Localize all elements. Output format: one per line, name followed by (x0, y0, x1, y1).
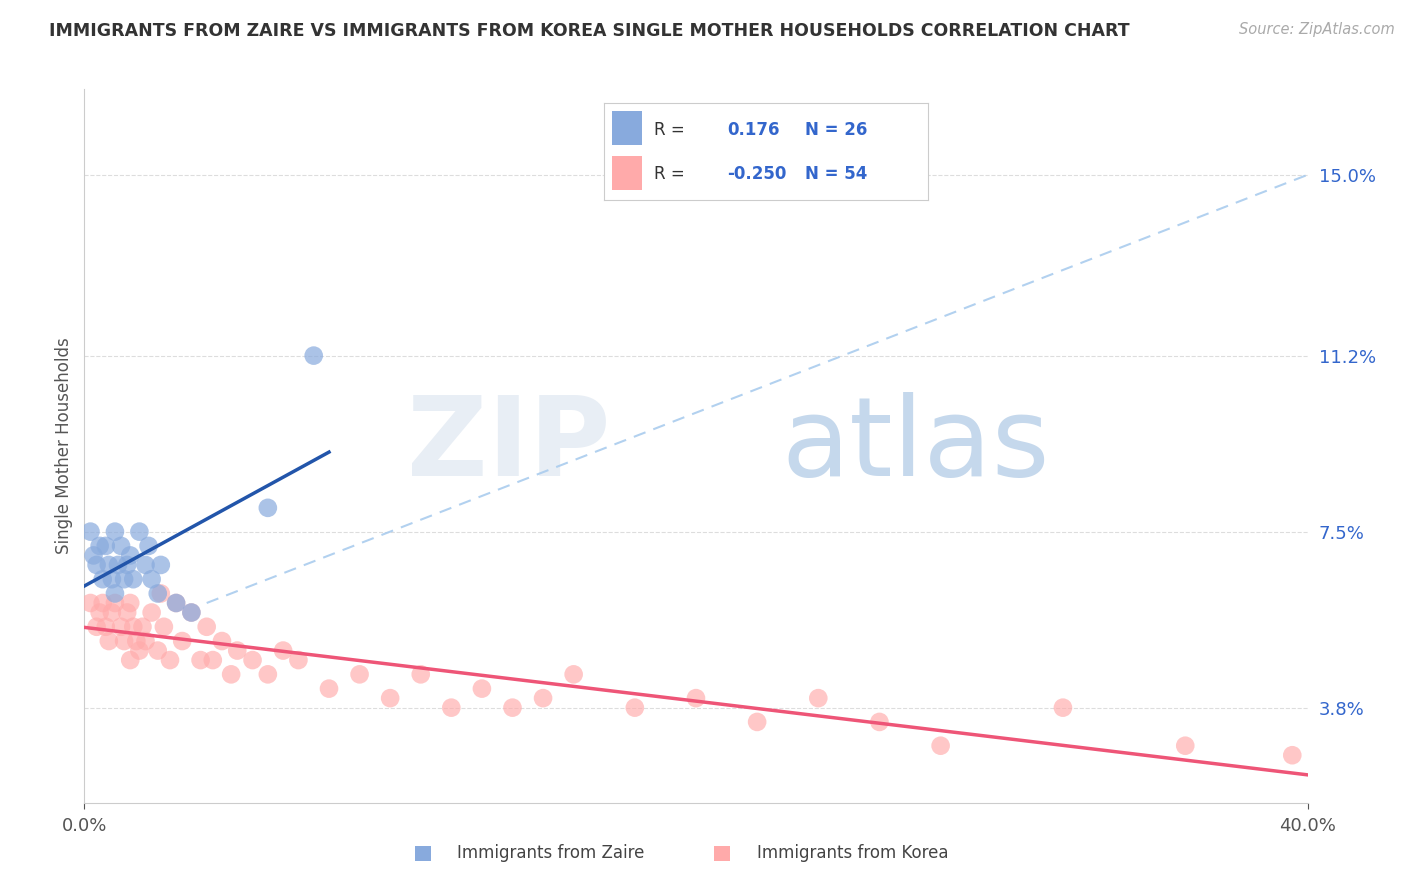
Point (83, 549, 105, 563)
Point (122, 620, 145, 634)
Point (685, 691, 707, 706)
Point (79, 524, 101, 539)
Point (257, 500, 280, 515)
Point (159, 653, 181, 667)
Point (91, 572, 114, 586)
Point (97, 634, 120, 648)
Point (149, 558, 172, 572)
Point (747, 714, 769, 729)
Point (409, 667, 432, 681)
Point (624, 700, 647, 714)
Point (101, 572, 124, 586)
Text: atlas: atlas (782, 392, 1050, 500)
Y-axis label: Single Mother Households: Single Mother Households (55, 338, 73, 554)
Point (79, 596, 101, 610)
Point (242, 653, 264, 667)
Point (153, 620, 176, 634)
Point (562, 667, 585, 681)
Point (165, 596, 187, 610)
Point (104, 586, 127, 600)
Point (115, 606, 138, 620)
Point (271, 643, 294, 657)
Text: Immigrants from Zaire: Immigrants from Zaire (457, 844, 645, 862)
Text: Immigrants from Korea: Immigrants from Korea (758, 844, 949, 862)
Point (180, 606, 202, 620)
FancyBboxPatch shape (415, 846, 430, 862)
Point (138, 539, 160, 553)
Point (929, 739, 952, 753)
Point (869, 714, 891, 729)
Point (131, 620, 153, 634)
Point (89, 606, 111, 620)
Point (471, 681, 494, 696)
Point (120, 549, 142, 563)
Point (165, 596, 187, 610)
Point (318, 681, 340, 696)
Point (97, 558, 120, 572)
FancyBboxPatch shape (714, 846, 731, 862)
Point (120, 653, 142, 667)
Point (287, 653, 309, 667)
Point (302, 349, 325, 363)
Point (1174, 739, 1197, 753)
Point (349, 667, 371, 681)
Point (201, 653, 224, 667)
Point (226, 643, 249, 657)
Point (107, 558, 129, 572)
Point (141, 606, 163, 620)
Point (146, 586, 169, 600)
Point (219, 667, 242, 681)
Point (807, 691, 830, 706)
Point (91, 596, 114, 610)
Point (112, 634, 135, 648)
Point (110, 620, 132, 634)
Point (89, 539, 111, 553)
Point (141, 572, 163, 586)
Point (135, 634, 157, 648)
Point (110, 539, 132, 553)
Point (1052, 700, 1074, 714)
Point (94, 539, 117, 553)
Point (104, 596, 127, 610)
Point (1281, 748, 1303, 763)
Point (94, 620, 117, 634)
Point (128, 524, 150, 539)
Point (135, 558, 157, 572)
Point (180, 606, 202, 620)
Point (125, 634, 148, 648)
Point (440, 700, 463, 714)
Point (380, 691, 402, 706)
Point (112, 572, 135, 586)
Text: IMMIGRANTS FROM ZAIRE VS IMMIGRANTS FROM KOREA SINGLE MOTHER HOUSEHOLDS CORRELAT: IMMIGRANTS FROM ZAIRE VS IMMIGRANTS FROM… (49, 22, 1130, 40)
Point (195, 620, 218, 634)
Point (86, 558, 108, 572)
Text: ZIP: ZIP (406, 392, 610, 500)
Point (172, 634, 194, 648)
Point (115, 558, 138, 572)
Point (146, 643, 169, 657)
Point (190, 653, 212, 667)
Point (104, 524, 127, 539)
Point (257, 667, 280, 681)
Point (211, 634, 233, 648)
Point (128, 643, 150, 657)
Point (531, 691, 554, 706)
Point (122, 572, 145, 586)
Point (101, 606, 124, 620)
Point (502, 700, 524, 714)
Point (120, 596, 142, 610)
Point (149, 586, 172, 600)
Point (86, 620, 108, 634)
Text: Source: ZipAtlas.com: Source: ZipAtlas.com (1239, 22, 1395, 37)
